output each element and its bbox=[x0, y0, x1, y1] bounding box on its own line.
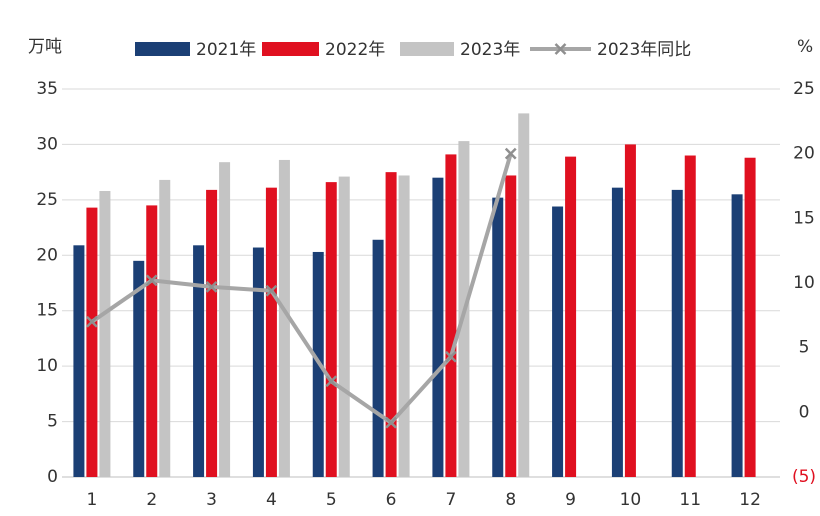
y2-tick-label: 25 bbox=[793, 79, 815, 99]
y-tick-label: 20 bbox=[36, 245, 58, 265]
bar bbox=[146, 205, 158, 477]
y-tick-label: 5 bbox=[47, 412, 58, 432]
x-tick-label: 2 bbox=[146, 490, 157, 510]
marker bbox=[385, 416, 397, 429]
x-tick-label: 7 bbox=[446, 490, 457, 510]
legend-swatch bbox=[400, 42, 454, 56]
x-tick-label: 8 bbox=[505, 490, 516, 510]
bar bbox=[99, 190, 111, 477]
legend-label: 2023年同比 bbox=[597, 40, 691, 60]
y2-tick-label: 5 bbox=[799, 338, 810, 358]
y2-tick-label: 10 bbox=[793, 273, 815, 293]
bar bbox=[325, 182, 337, 477]
bar bbox=[731, 194, 743, 478]
x-tick-label: 1 bbox=[87, 490, 98, 510]
bar bbox=[445, 154, 457, 478]
marker bbox=[145, 274, 158, 287]
bar bbox=[73, 245, 85, 477]
bar bbox=[372, 239, 384, 477]
bar bbox=[671, 189, 683, 477]
bar bbox=[565, 156, 577, 477]
x-tick-label: 12 bbox=[739, 490, 761, 510]
bar bbox=[611, 187, 623, 478]
y-axis-label: 万吨 bbox=[28, 37, 62, 57]
x-tick-label: 9 bbox=[565, 490, 576, 510]
x-tick-label: 6 bbox=[386, 490, 397, 510]
line bbox=[90, 153, 513, 425]
x-tick-label: 10 bbox=[620, 490, 642, 510]
bar bbox=[206, 189, 218, 477]
y-tick-label: 15 bbox=[36, 301, 58, 321]
bar bbox=[86, 207, 98, 478]
legend-label: 2022年 bbox=[325, 40, 385, 60]
marker bbox=[265, 284, 278, 297]
bar bbox=[518, 113, 530, 477]
y2-axis-label: % bbox=[797, 37, 813, 57]
bar bbox=[552, 206, 564, 477]
marker bbox=[205, 280, 218, 293]
x-tick-label: 5 bbox=[326, 490, 337, 510]
bar bbox=[278, 159, 290, 477]
legend-label: 2021年 bbox=[196, 40, 256, 60]
y-tick-label: 0 bbox=[47, 467, 58, 487]
bar bbox=[219, 162, 231, 477]
x-tick-label: 11 bbox=[679, 490, 701, 510]
marker bbox=[445, 350, 457, 363]
legend-marker bbox=[554, 43, 567, 55]
bar bbox=[624, 144, 636, 477]
bar bbox=[398, 175, 410, 477]
bar bbox=[744, 157, 756, 477]
legend-swatch bbox=[262, 42, 319, 56]
y-tick-label: 25 bbox=[36, 190, 58, 210]
bar bbox=[252, 247, 264, 477]
y-tick-label: 30 bbox=[36, 134, 58, 154]
y-tick-label: 10 bbox=[36, 356, 58, 376]
legend-swatch bbox=[135, 42, 190, 56]
bar bbox=[265, 187, 277, 478]
x-tick-label: 4 bbox=[266, 490, 277, 510]
marker bbox=[504, 147, 517, 160]
bar bbox=[133, 260, 145, 477]
bar bbox=[432, 177, 444, 477]
bar bbox=[159, 179, 171, 477]
bar bbox=[684, 155, 696, 477]
bar bbox=[385, 172, 397, 477]
y-tick-label: 35 bbox=[36, 79, 58, 99]
y2-tick-label: (5) bbox=[792, 467, 816, 487]
bar bbox=[505, 175, 517, 477]
marker bbox=[325, 375, 338, 388]
bar bbox=[338, 176, 350, 477]
y2-tick-label: 15 bbox=[793, 208, 815, 228]
bar bbox=[492, 197, 504, 477]
x-tick-label: 3 bbox=[206, 490, 217, 510]
legend-label: 2023年 bbox=[460, 40, 520, 60]
bar bbox=[193, 245, 205, 477]
y2-tick-label: 20 bbox=[793, 144, 815, 164]
y2-tick-label: 0 bbox=[799, 402, 810, 422]
marker bbox=[86, 315, 98, 328]
